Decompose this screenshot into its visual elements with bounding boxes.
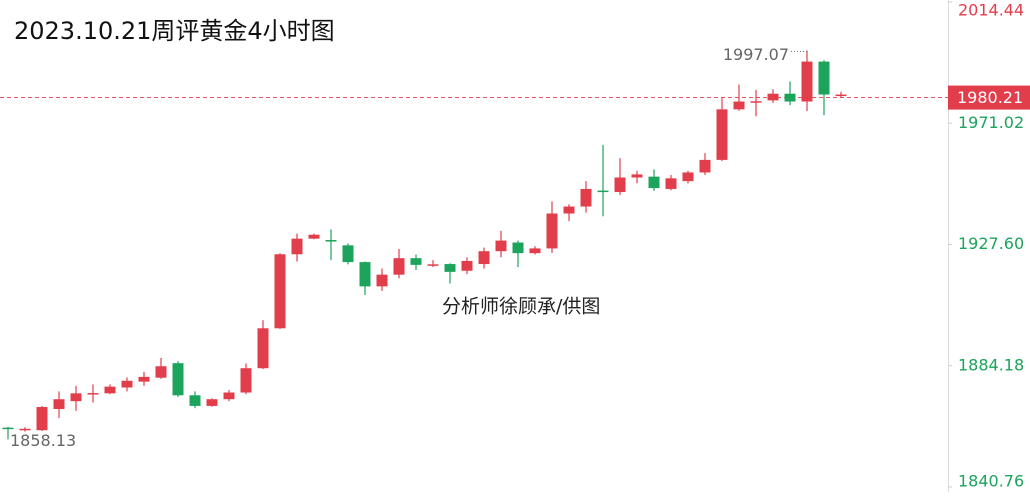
candle-body — [274, 254, 286, 329]
max-label: 1997.07 — [723, 45, 789, 64]
candle-body — [376, 274, 388, 287]
candle-body — [563, 206, 575, 214]
candle-body — [342, 245, 354, 263]
candle-body — [291, 238, 303, 255]
min-label: 1858.13 — [10, 431, 76, 450]
y-tick-label: 1884.18 — [958, 355, 1024, 374]
candle-body — [104, 386, 116, 394]
candle-body — [529, 248, 541, 254]
candle-body — [36, 407, 48, 431]
candle-body — [597, 190, 609, 193]
candle-body — [478, 251, 490, 265]
candle-body — [240, 368, 252, 393]
candle-body — [172, 363, 184, 396]
candle-body — [223, 392, 235, 400]
candle-body — [444, 264, 456, 272]
candle-body — [801, 61, 813, 102]
candle-body — [325, 240, 337, 242]
candle-body — [818, 61, 830, 95]
last-price-label: 1980.21 — [957, 88, 1023, 107]
candle-body — [750, 101, 762, 103]
candle-body — [138, 376, 150, 382]
candle-body — [19, 428, 31, 431]
y-tick-label: 2014.44 — [958, 1, 1024, 20]
candle-body — [733, 101, 745, 110]
candle-body — [206, 399, 218, 406]
candle-body — [614, 177, 626, 193]
candle-body — [648, 176, 660, 189]
candle-body — [359, 262, 371, 287]
last-price-box — [948, 85, 1030, 110]
candle-body — [699, 159, 711, 173]
candle-body — [784, 93, 796, 102]
candle-body — [393, 258, 405, 275]
candle-body — [155, 366, 167, 378]
candle-body — [121, 380, 133, 388]
candle-body — [427, 264, 439, 266]
candle-body — [308, 234, 320, 239]
candle-body — [53, 399, 65, 409]
candle-body — [682, 172, 694, 182]
candle-body — [716, 109, 728, 160]
candle-body — [70, 393, 82, 402]
y-tick-label: 1927.60 — [958, 234, 1024, 253]
candle-body — [512, 242, 524, 254]
candle-body — [189, 395, 201, 406]
candle-body — [410, 258, 422, 265]
candle-body — [87, 393, 99, 395]
y-tick-label: 1971.02 — [958, 113, 1024, 132]
candle-body — [665, 178, 677, 189]
candle-body — [631, 174, 643, 178]
candle-body — [835, 94, 847, 97]
candle-body — [580, 188, 592, 207]
candle-body — [257, 328, 269, 369]
candle-body — [2, 427, 14, 430]
annotation: 分析师徐顾承/供图 — [442, 296, 600, 318]
y-tick-label: 1840.76 — [958, 472, 1024, 491]
candle-body — [767, 93, 779, 101]
candle-body — [495, 240, 507, 252]
candle-body — [461, 260, 473, 271]
candle-body — [546, 213, 558, 249]
chart-title: 2023.10.21周评黄金4小时图 — [14, 17, 335, 45]
